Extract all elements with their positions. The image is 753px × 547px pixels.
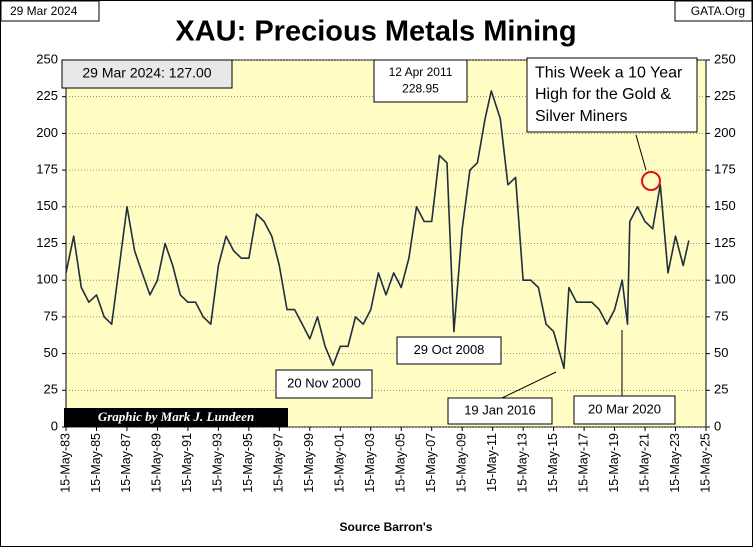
x-tick-label: 15-May-21: [637, 433, 651, 493]
annotation-text: 19 Jan 2016: [464, 402, 536, 417]
annotation-text: 20 Nov 2000: [287, 375, 361, 390]
x-tick-label: 15-May-93: [211, 433, 225, 493]
y2-tick-label: 150: [714, 198, 736, 213]
x-tick-label: 15-May-17: [576, 433, 590, 493]
annotation-box: [526, 57, 698, 133]
x-tick-label: 15-May-01: [333, 433, 347, 493]
y-tick-label: 150: [36, 198, 58, 213]
x-tick-label: 15-May-95: [241, 433, 255, 493]
y2-tick-label: 25: [714, 382, 728, 397]
x-tick-label: 15-May-97: [272, 433, 286, 493]
annotation-text: 20 Mar 2020: [588, 401, 661, 416]
y2-tick-label: 125: [714, 235, 736, 250]
y2-tick-label: 0: [714, 418, 721, 433]
arrow: [635, 134, 647, 171]
y-tick-label: 25: [44, 382, 58, 397]
x-tick-label: 15-May-91: [180, 433, 194, 493]
x-tick-label: 15-May-83: [58, 433, 72, 493]
y2-tick-label: 75: [714, 308, 728, 323]
x-tick-label: 15-May-87: [119, 433, 133, 493]
site-label: GATA.Org: [691, 4, 745, 18]
y2-tick-label: 225: [714, 88, 736, 103]
x-tick-label: 15-May-15: [546, 433, 560, 493]
annotation-box: [61, 59, 233, 89]
annotation-text: 228.95: [402, 81, 439, 95]
annotation-box: [573, 395, 676, 425]
y2-tick-label: 250: [714, 51, 736, 66]
annotation-box: [275, 369, 373, 399]
credit: Graphic by Mark J. Lundeen: [98, 409, 254, 424]
x-tick-label: 15-May-05: [394, 433, 408, 493]
y-tick-label: 175: [36, 162, 58, 177]
credit-box: [64, 408, 288, 427]
x-tick-label: 15-May-25: [698, 433, 712, 493]
chart-title: XAU: Precious Metals Mining: [175, 16, 576, 48]
date-label: 29 Mar 2024: [10, 4, 78, 18]
highlight-circle: [641, 171, 661, 191]
annotation-text: 29 Mar 2024: 127.00: [82, 65, 211, 81]
arrow: [501, 371, 557, 399]
x-tick-label: 15-May-13: [515, 433, 529, 493]
x-tick-label: 15-May-03: [363, 433, 377, 493]
y2-tick-label: 50: [714, 345, 728, 360]
x-tick-label: 15-May-89: [150, 433, 164, 493]
annotation-box: [447, 397, 553, 425]
y2-tick-label: 200: [714, 125, 736, 140]
x-tick-label: 15-May-11: [485, 433, 499, 492]
site-box: [674, 0, 753, 22]
y-tick-label: 0: [51, 418, 58, 433]
annotation-box: [396, 336, 502, 365]
x-tick-label: 15-May-09: [454, 433, 468, 493]
annotation-text: High for the Gold &: [535, 86, 671, 103]
y-tick-label: 225: [36, 88, 58, 103]
x-tick-label: 15-May-85: [89, 433, 103, 493]
x-tick-label: 15-May-07: [424, 433, 438, 493]
annotation-text: This Week a 10 Year: [535, 65, 683, 82]
price-line: [65, 90, 690, 370]
annotation-text: Silver Miners: [535, 108, 627, 125]
y-tick-label: 75: [44, 308, 58, 323]
y-tick-label: 200: [36, 125, 58, 140]
x-tick-label: 15-May-23: [668, 433, 682, 493]
x-axis-label: Source Barron's: [340, 520, 433, 534]
y-tick-label: 125: [36, 235, 58, 250]
x-tick-label: 15-May-19: [607, 433, 621, 493]
x-tick-label: 15-May-99: [302, 433, 316, 493]
annotation-text: 29 Oct 2008: [414, 342, 485, 357]
y-tick-label: 250: [36, 51, 58, 66]
annotation-box: [373, 59, 468, 103]
y2-tick-label: 175: [714, 162, 736, 177]
date-box: [0, 0, 100, 22]
y2-tick-label: 100: [714, 272, 736, 287]
y-tick-label: 50: [44, 345, 58, 360]
annotation-text: 12 Apr 2011: [389, 65, 453, 79]
y-tick-label: 100: [36, 272, 58, 287]
